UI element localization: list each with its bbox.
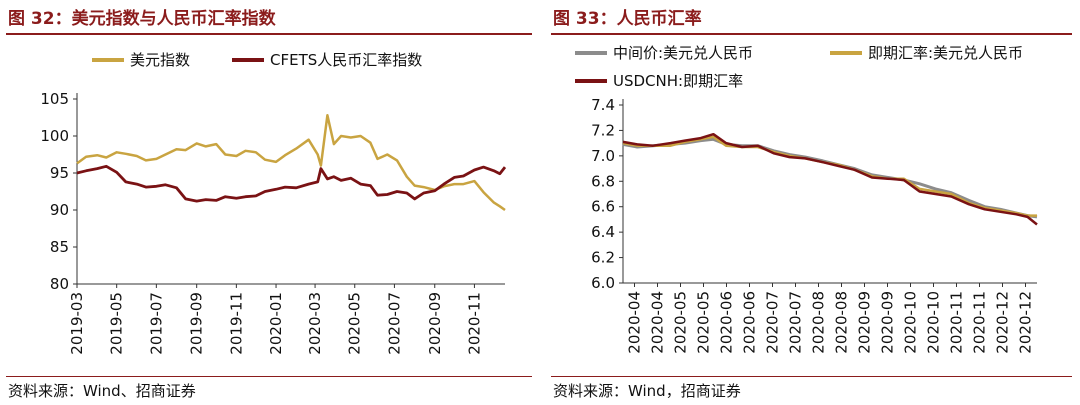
x-tick-label: 2020-10 bbox=[902, 291, 920, 354]
y-tick-label: 7.2 bbox=[591, 121, 615, 139]
x-tick-label: 2019-09 bbox=[188, 292, 206, 355]
x-tick-label: 2020-05 bbox=[346, 292, 364, 355]
figure-title: 图 33：人民币汇率 bbox=[553, 9, 702, 29]
x-tick-label: 2020-10 bbox=[925, 291, 943, 354]
x-tick-label: 2020-07 bbox=[385, 292, 403, 355]
chart-panel-rmb-rates: 图 33：人民币汇率 6.0 6.2 6.4 6.6 6.8 7.0 7.2 7.4 2020-… bbox=[545, 0, 1080, 405]
x-tick-label: 2020-07 bbox=[787, 291, 805, 354]
x-tick-label: 2020-03 bbox=[306, 292, 324, 355]
x-tick-label: 2020-08 bbox=[810, 291, 828, 354]
y-tick-label: 95 bbox=[50, 164, 69, 182]
x-tick-label: 2020-09 bbox=[426, 292, 444, 355]
series-line-1 bbox=[622, 135, 1037, 217]
x-tick-label: 2020-11 bbox=[948, 291, 966, 354]
chart-panel-dxy-cfets: 图 32：美元指数与人民币汇率指数 80 85 90 95 100 105 2019-03 2… bbox=[6, 9, 532, 400]
x-tick-label: 2020-11 bbox=[465, 292, 483, 355]
line-chart-rmb-rates: 6.0 6.2 6.4 6.6 6.8 7.0 7.2 7.4 2020-04 2020-04 20… bbox=[575, 44, 1038, 354]
title-rule bbox=[551, 33, 1072, 35]
y-tick-label: 6.0 bbox=[591, 274, 615, 292]
y-tick-label: 85 bbox=[50, 238, 69, 256]
x-tick-label: 2019-07 bbox=[147, 292, 165, 355]
series-line-1 bbox=[76, 164, 507, 203]
x-tick-label: 2020-09 bbox=[856, 291, 874, 354]
x-tick-label: 2019-05 bbox=[108, 292, 126, 355]
legend-label: 中间价:美元兑人民币 bbox=[613, 44, 753, 62]
x-tick-label: 2020-12 bbox=[1017, 291, 1035, 354]
x-tick-label: 2020-12 bbox=[994, 291, 1012, 354]
x-tick-label: 2020-01 bbox=[267, 292, 285, 355]
x-tick-label: 2019-11 bbox=[227, 292, 245, 355]
x-tick-label: 2020-06 bbox=[718, 291, 736, 354]
y-tick-label: 90 bbox=[50, 201, 69, 219]
y-tick-label: 6.2 bbox=[591, 249, 615, 267]
legend-label: USDCNH:即期汇率 bbox=[613, 72, 743, 90]
x-tick-label: 2020-04 bbox=[626, 291, 644, 354]
y-tick-label: 6.6 bbox=[591, 198, 615, 216]
y-tick-label: 80 bbox=[50, 275, 69, 293]
x-tick-label: 2020-11 bbox=[971, 291, 989, 354]
title-rule bbox=[6, 33, 532, 35]
source-note: 资料来源：Wind，招商证券 bbox=[553, 382, 741, 400]
line-chart-dxy-cfets: 80 85 90 95 100 105 2019-03 2019-05 2019-07 2019-… bbox=[40, 51, 507, 355]
x-tick-label: 2020-09 bbox=[879, 291, 897, 354]
x-tick-label: 2020-07 bbox=[764, 291, 782, 354]
series-line-2 bbox=[622, 132, 1038, 226]
x-tick-label: 2020-05 bbox=[672, 291, 690, 354]
x-tick-label: 2020-06 bbox=[741, 291, 759, 354]
series-line-0 bbox=[76, 114, 506, 212]
y-tick-label: 6.4 bbox=[591, 223, 615, 241]
source-rule bbox=[6, 376, 532, 377]
source-rule bbox=[551, 376, 1072, 377]
y-tick-label: 100 bbox=[40, 127, 69, 145]
figure-title: 图 32：美元指数与人民币汇率指数 bbox=[8, 9, 276, 29]
x-tick-label: 2020-08 bbox=[833, 291, 851, 354]
x-tick-label: 2020-04 bbox=[649, 291, 667, 354]
x-tick-label: 2020-05 bbox=[695, 291, 713, 354]
legend-label: CFETS人民币汇率指数 bbox=[270, 51, 422, 69]
legend-label: 美元指数 bbox=[130, 51, 190, 69]
x-tick-label: 2019-03 bbox=[68, 292, 86, 355]
source-note: 资料来源：Wind、招商证券 bbox=[8, 382, 196, 400]
y-tick-label: 7.0 bbox=[591, 147, 615, 165]
y-tick-label: 105 bbox=[40, 90, 69, 108]
y-tick-label: 6.8 bbox=[591, 172, 615, 190]
legend-label: 即期汇率:美元兑人民币 bbox=[868, 44, 1023, 62]
y-tick-label: 7.4 bbox=[591, 96, 615, 114]
